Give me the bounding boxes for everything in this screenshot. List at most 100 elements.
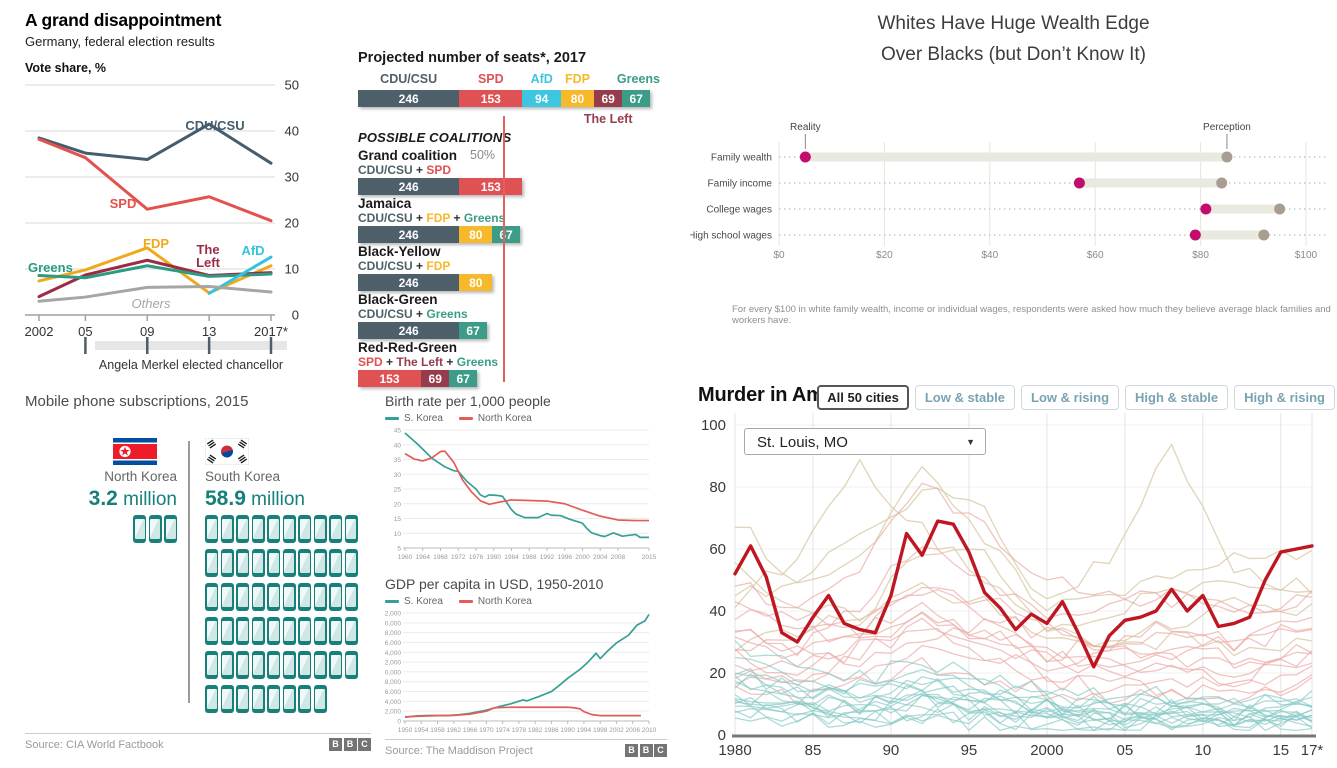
phone-icon — [313, 583, 327, 611]
svg-text:1964: 1964 — [416, 554, 431, 561]
seats-body: CDU/CSU SPD AfD FDP Greens 246 153 94 80 69 67 The … — [358, 72, 660, 387]
legend-dash — [385, 600, 399, 603]
bbc-logo-letter: B — [329, 738, 342, 751]
seat-segment-spd: 153 — [459, 90, 523, 107]
south-korea-phone-icons — [205, 515, 358, 719]
svg-text:1986: 1986 — [544, 727, 559, 734]
svg-text:1974: 1974 — [495, 727, 510, 734]
seat-segment-the-left: 69 — [421, 370, 450, 387]
phone-icon — [329, 515, 342, 543]
svg-text:100: 100 — [701, 417, 726, 434]
phone-icon — [313, 617, 327, 645]
wealth-footnote: For every $100 in white family wealth, i… — [732, 304, 1331, 326]
german-election-chart: A grand disappointment Germany, federal … — [25, 10, 337, 385]
svg-text:1966: 1966 — [463, 727, 478, 734]
phone-icon — [344, 651, 358, 679]
birth-legend: S. Korea North Korea — [385, 413, 667, 424]
svg-text:13: 13 — [202, 324, 216, 339]
coalition-name: Red-Red-Green — [358, 340, 458, 355]
econ-title: A grand disappointment — [25, 10, 222, 30]
phone-icon — [251, 583, 265, 611]
phone-icon — [205, 651, 218, 679]
bbc-logo-letter: B — [343, 738, 357, 751]
coalition-name: Jamaica — [358, 196, 412, 211]
svg-text:Greens: Greens — [28, 260, 73, 275]
svg-text:1980: 1980 — [718, 742, 751, 759]
phone-icon — [329, 651, 342, 679]
coalition-parties: SPD + The Left + Greens — [358, 355, 499, 369]
phone-icon — [148, 515, 162, 543]
party-label-the-left: The Left — [583, 112, 633, 126]
seat-segment-afd: 94 — [522, 90, 562, 107]
filter-button-low-rising[interactable]: Low & rising — [1021, 385, 1120, 410]
svg-text:2002: 2002 — [25, 324, 53, 339]
svg-text:10: 10 — [394, 531, 402, 538]
seat-segment-greens: 67 — [492, 226, 520, 243]
svg-text:1972: 1972 — [451, 554, 466, 561]
svg-text:60: 60 — [709, 541, 726, 558]
svg-text:16,000: 16,000 — [385, 640, 401, 647]
svg-text:2015: 2015 — [642, 554, 657, 561]
svg-text:25: 25 — [394, 487, 402, 494]
svg-text:40: 40 — [394, 442, 402, 449]
svg-text:45: 45 — [394, 428, 402, 435]
phone-icon — [220, 617, 234, 645]
phone-icon — [298, 651, 311, 679]
svg-text:15: 15 — [394, 516, 402, 523]
seat-segment-fdp: 80 — [561, 90, 594, 107]
svg-text:Left: Left — [196, 255, 221, 270]
phone-icon — [267, 651, 280, 679]
econ-axis-title: Vote share, % — [25, 61, 107, 75]
svg-text:1968: 1968 — [433, 554, 448, 561]
seat-segment-spd: 153 — [459, 178, 523, 195]
svg-text:SPD: SPD — [110, 196, 137, 211]
legend-dash — [385, 417, 399, 420]
filter-button-high-rising[interactable]: High & rising — [1234, 385, 1335, 410]
birth-rate-chart: Birth rate per 1,000 people S. Korea Nort… — [385, 393, 667, 574]
bbc-logo-letter: C — [654, 744, 667, 757]
party-label-afd: AfD — [530, 72, 553, 86]
phone-icon — [344, 549, 358, 577]
svg-text:$20: $20 — [876, 250, 893, 261]
phone-icon — [282, 583, 296, 611]
svg-text:Reality: Reality — [790, 122, 821, 133]
seat-segment-greens: 67 — [459, 322, 487, 339]
city-filter-buttons: All 50 cities Low & stable Low & rising Hig… — [817, 385, 1335, 410]
svg-text:CDU/CSU: CDU/CSU — [185, 118, 244, 133]
filter-button-high-stable[interactable]: High & stable — [1125, 385, 1229, 410]
phone-icon — [313, 515, 327, 543]
phone-icon — [344, 617, 358, 645]
svg-text:AfD: AfD — [241, 243, 264, 258]
filter-button-all-50-cities[interactable]: All 50 cities — [817, 385, 909, 410]
svg-text:2002: 2002 — [609, 727, 624, 734]
phone-icon — [298, 583, 311, 611]
seat-segment-cdu-csu: 246 — [358, 322, 460, 339]
svg-text:95: 95 — [961, 742, 978, 759]
filter-button-low-stable[interactable]: Low & stable — [914, 385, 1016, 410]
svg-text:1998: 1998 — [593, 727, 608, 734]
north-korea-flag — [113, 438, 157, 465]
phone-icon — [236, 515, 249, 543]
phone-icon — [205, 583, 218, 611]
gdp-line-plot: 0 2,000 4,000 6,000 8,000 10,000 12,000 14,000 1… — [385, 611, 657, 735]
phone-icon — [282, 617, 296, 645]
birth-title: Birth rate per 1,000 people — [385, 393, 551, 409]
majority-label: 50% — [470, 148, 496, 162]
bundestag-seats-chart: Projected number of seats*, 2017 CDU/CSU… — [358, 50, 660, 387]
city-dropdown-value: St. Louis, MO — [757, 434, 848, 451]
seats-title: Projected number of seats*, 2017 — [358, 50, 587, 66]
svg-text:1970: 1970 — [479, 727, 494, 734]
coalition-parties: CDU/CSU + SPD — [358, 163, 452, 177]
bbc-logo-letter: B — [639, 744, 653, 757]
seat-segment-fdp: 80 — [459, 226, 493, 243]
phone-icon — [267, 685, 280, 713]
phone-icon — [236, 583, 249, 611]
wealth-title-line1: Whites Have Huge Wealth Edge — [877, 13, 1150, 34]
svg-text:$60: $60 — [1087, 250, 1104, 261]
seat-segment-spd: 153 — [358, 370, 421, 387]
svg-text:10: 10 — [285, 262, 299, 277]
svg-text:1996: 1996 — [557, 554, 572, 561]
legend-entry: S. Korea — [385, 596, 443, 607]
city-dropdown[interactable]: St. Louis, MO ▼ — [744, 428, 986, 455]
